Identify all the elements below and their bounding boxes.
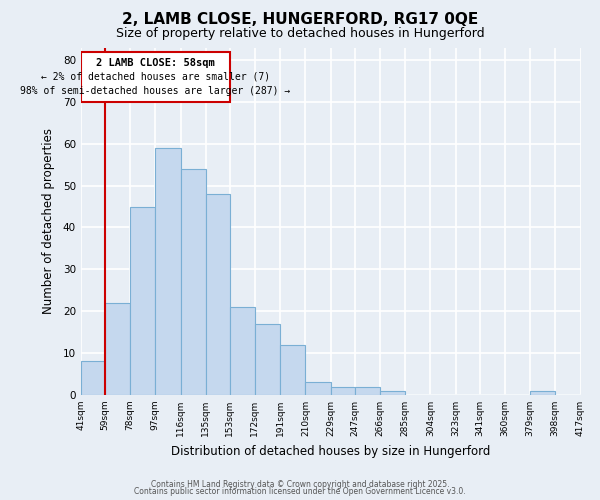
Bar bbox=[280, 344, 305, 395]
Text: Contains public sector information licensed under the Open Government Licence v3: Contains public sector information licen… bbox=[134, 487, 466, 496]
Bar bbox=[155, 148, 181, 395]
Bar bbox=[181, 169, 206, 395]
FancyBboxPatch shape bbox=[81, 52, 230, 102]
Bar bbox=[380, 390, 405, 395]
Bar bbox=[305, 382, 331, 395]
Bar bbox=[81, 362, 105, 395]
Text: ← 2% of detached houses are smaller (7): ← 2% of detached houses are smaller (7) bbox=[41, 72, 270, 82]
Text: 2 LAMB CLOSE: 58sqm: 2 LAMB CLOSE: 58sqm bbox=[96, 58, 215, 68]
Bar bbox=[355, 386, 380, 395]
Bar bbox=[255, 324, 280, 395]
Text: 2, LAMB CLOSE, HUNGERFORD, RG17 0QE: 2, LAMB CLOSE, HUNGERFORD, RG17 0QE bbox=[122, 12, 478, 28]
Y-axis label: Number of detached properties: Number of detached properties bbox=[41, 128, 55, 314]
Text: Size of property relative to detached houses in Hungerford: Size of property relative to detached ho… bbox=[116, 28, 484, 40]
Text: Contains HM Land Registry data © Crown copyright and database right 2025.: Contains HM Land Registry data © Crown c… bbox=[151, 480, 449, 489]
Bar bbox=[105, 303, 130, 395]
Bar bbox=[230, 307, 255, 395]
X-axis label: Distribution of detached houses by size in Hungerford: Distribution of detached houses by size … bbox=[171, 444, 490, 458]
Bar bbox=[130, 206, 155, 395]
Bar bbox=[206, 194, 230, 395]
Text: 98% of semi-detached houses are larger (287) →: 98% of semi-detached houses are larger (… bbox=[20, 86, 290, 96]
Bar bbox=[530, 390, 555, 395]
Bar bbox=[331, 386, 355, 395]
